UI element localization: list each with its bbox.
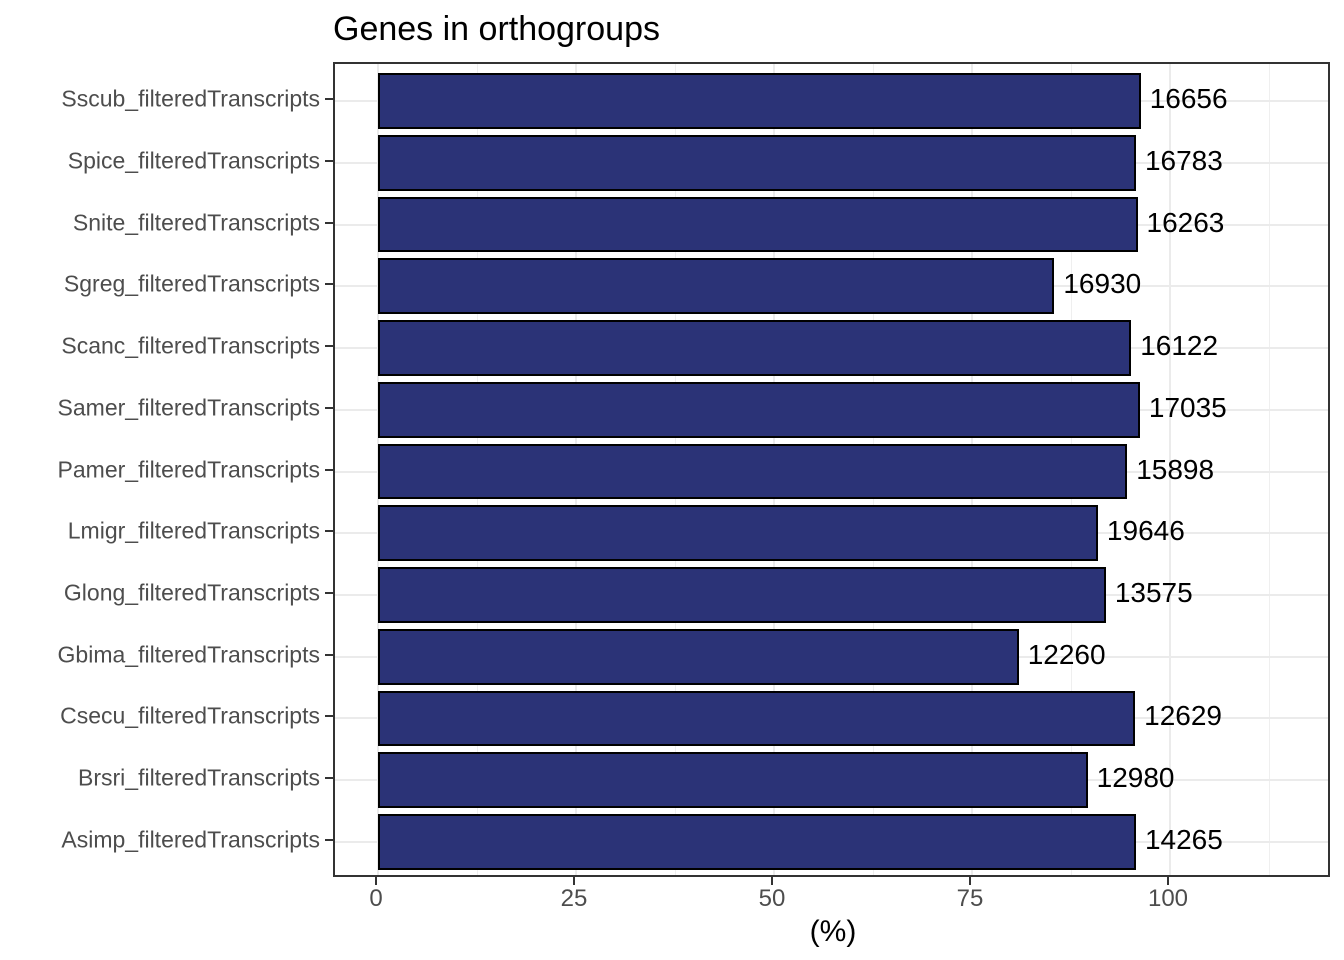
- bar-value-label: 16656: [1149, 83, 1228, 115]
- y-axis-label: Asimp_filteredTranscripts: [61, 826, 320, 853]
- y-axis-tick: [325, 838, 334, 841]
- bar: [378, 505, 1098, 562]
- bar-value-label: 19646: [1106, 515, 1185, 547]
- y-axis-tick: [325, 530, 334, 533]
- bar-value-label: 16122: [1140, 330, 1219, 361]
- x-axis-tick-label: 75: [956, 885, 984, 912]
- y-axis-label: Samer_filteredTranscripts: [57, 394, 320, 421]
- y-axis-tick: [325, 221, 334, 224]
- bar: [378, 73, 1141, 129]
- bar: [378, 258, 1055, 315]
- bar-value-label: 13575: [1114, 576, 1193, 608]
- y-axis-label: Sscub_filteredTranscripts: [61, 85, 320, 112]
- x-axis-tick: [1167, 877, 1169, 885]
- y-axis-tick: [325, 406, 334, 409]
- y-axis-label: Scanc_filteredTranscripts: [61, 332, 320, 359]
- gridline-vertical-minor: [1269, 64, 1270, 875]
- bar: [378, 690, 1136, 747]
- bar: [378, 628, 1019, 685]
- y-axis-tick: [325, 653, 334, 656]
- bar-value-label: 12980: [1096, 762, 1175, 794]
- bar: [378, 752, 1088, 808]
- y-axis-tick: [325, 468, 334, 471]
- y-axis-tick: [325, 283, 334, 286]
- x-axis-tick: [969, 877, 971, 885]
- x-axis-title: (%): [809, 915, 857, 948]
- x-axis-tick-label: 50: [758, 885, 786, 912]
- x-axis-tick-label: 25: [560, 885, 588, 912]
- gridline-vertical-major: [1169, 64, 1171, 875]
- bar-value-label: 16930: [1063, 268, 1142, 300]
- y-axis-label: Pamer_filteredTranscripts: [57, 456, 320, 482]
- x-axis-tick-label: 100: [1147, 885, 1189, 912]
- bar-value-label: 17035: [1148, 391, 1227, 423]
- y-axis-tick: [325, 715, 334, 718]
- y-axis-tick: [325, 345, 334, 347]
- chart-title: Genes in orthogroups: [333, 10, 660, 48]
- y-axis-label: Brsri_filteredTranscripts: [78, 764, 320, 791]
- bar: [378, 135, 1136, 191]
- bar-value-label: 14265: [1144, 823, 1223, 855]
- x-axis-tick: [375, 877, 377, 885]
- bar-value-label: 15898: [1136, 453, 1215, 485]
- bar: [378, 320, 1132, 376]
- bar: [378, 567, 1106, 623]
- bar: [378, 443, 1128, 500]
- y-axis-label: Lmigr_filteredTranscripts: [67, 517, 320, 544]
- y-axis-label: Gbima_filteredTranscripts: [57, 641, 320, 668]
- bar-value-label: 12629: [1144, 700, 1223, 732]
- y-axis-label: Sgreg_filteredTranscripts: [63, 270, 320, 297]
- y-axis-tick: [325, 98, 334, 101]
- y-axis-tick: [325, 777, 334, 780]
- y-axis-label: Csecu_filteredTranscripts: [60, 702, 320, 729]
- bar: [378, 814, 1136, 870]
- y-axis-label: Glong_filteredTranscripts: [63, 579, 320, 606]
- y-axis-label: Snite_filteredTranscripts: [72, 209, 320, 236]
- bar-value-label: 16783: [1144, 144, 1223, 176]
- plot-panel: [333, 62, 1330, 877]
- x-axis-tick-label: 0: [369, 885, 383, 912]
- x-axis-tick: [573, 877, 575, 885]
- x-axis-tick: [771, 877, 773, 885]
- y-axis-label: Spice_filteredTranscripts: [67, 147, 320, 174]
- bar-value-label: 16263: [1146, 206, 1225, 238]
- y-axis-tick: [325, 159, 334, 162]
- bar-value-label: 12260: [1027, 638, 1106, 670]
- bar: [378, 196, 1138, 253]
- y-axis-tick: [325, 591, 334, 594]
- bar: [378, 381, 1140, 438]
